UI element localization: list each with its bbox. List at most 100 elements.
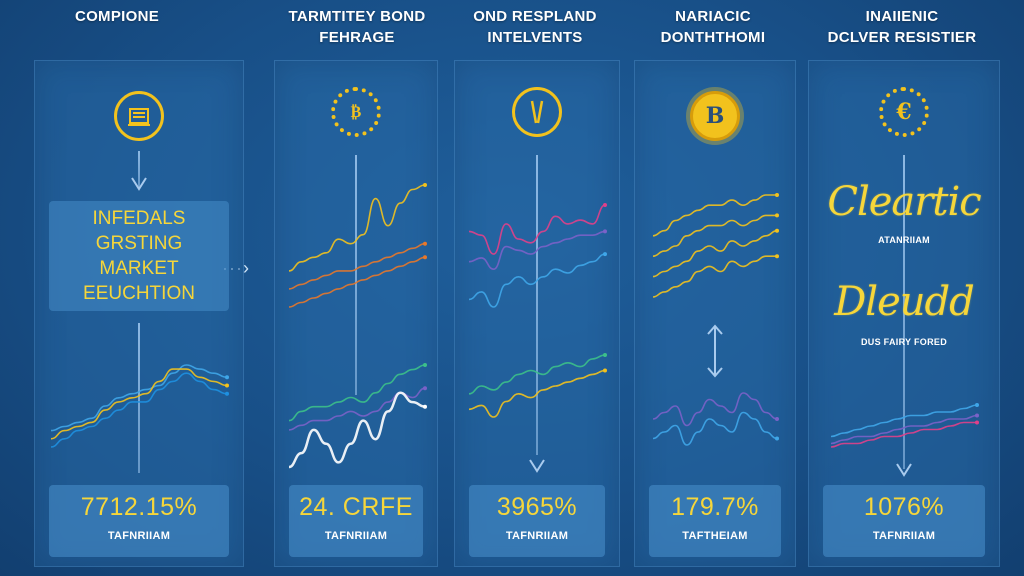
panel-5-stat-box: 1076% TAFNRIIAM <box>823 485 985 557</box>
panel-5-script-top: Cleartic <box>827 179 981 225</box>
column-title-4: NARIACIC DONTHTHOMI <box>618 6 808 48</box>
panel-4-stat-value: 179.7% <box>671 493 759 521</box>
panel-3-stat-value: 3965% <box>496 493 578 521</box>
series-end-point <box>423 386 427 391</box>
series-end-point <box>225 375 229 380</box>
series-end-point <box>423 404 427 409</box>
series-line <box>50 372 228 448</box>
series-line <box>468 369 606 418</box>
column-title-3-line-2: INTELVENTS <box>487 29 583 46</box>
panel-1-label-box: INFEDALS GRSTING MARKET EEUCHTION <box>49 201 229 311</box>
series-line <box>288 364 426 422</box>
panel-1-label-line-2: GRSTING <box>95 233 183 254</box>
double-arrow-icon <box>707 324 723 378</box>
series-line <box>288 391 426 469</box>
series-end-point <box>775 254 779 259</box>
coin-icon: B <box>690 91 740 141</box>
series-end-point <box>603 203 607 207</box>
column-title-2-line-2: FEHRAGE <box>319 29 395 46</box>
series-line <box>468 354 606 395</box>
series-line <box>288 256 426 308</box>
series-end-point <box>603 252 607 257</box>
series-end-point <box>603 353 607 357</box>
building-icon <box>128 108 150 126</box>
arrow-down-icon <box>529 459 545 473</box>
series-line <box>830 404 978 438</box>
panel-3: 3965% TAFNRIIAM <box>454 60 620 567</box>
panel-2-chart-bottom <box>288 363 427 469</box>
panel-2-stat-value: 24. CRFE <box>299 493 413 521</box>
column-title-3: OND RESPLAND INTELVENTS <box>440 6 630 48</box>
series-line <box>652 411 778 446</box>
series-end-point <box>423 363 427 367</box>
series-end-point <box>423 255 427 260</box>
panel-4-chart-top <box>652 193 779 298</box>
column-title-3-line-1: OND RESPLAND <box>473 8 597 25</box>
series-line <box>830 414 978 445</box>
panel-5-caption-bottom: DUS FAIRY FORED <box>860 337 947 347</box>
series-line <box>288 242 426 290</box>
series-line <box>50 368 228 440</box>
panel-5-stat-caption: TAFNRIIAM <box>872 530 936 542</box>
series-line <box>652 194 777 237</box>
panel-1: INFEDALS GRSTING MARKET EEUCHTION 7712.1… <box>34 60 244 567</box>
panel-1-stat-value: 7712.15% <box>80 493 198 521</box>
panel-1-axis-top <box>138 151 140 187</box>
slash-symbol-icon <box>530 100 544 124</box>
series-end-point <box>423 241 427 246</box>
series-end-point <box>775 193 779 197</box>
panel-2-stat-caption: TAFNRIIAM <box>324 530 388 542</box>
arrow-down-icon <box>896 463 912 477</box>
column-title-5-line-1: INAIIENIC <box>865 8 939 25</box>
series-end-point <box>603 368 607 373</box>
panel-1-label-line-1: INFEDALS <box>92 208 186 229</box>
series-end-point <box>603 229 607 234</box>
column-title-5-line-2: DCLVER RESISTIER <box>827 29 977 46</box>
column-title-2-line-1: TARMTITEY BOND <box>288 8 426 25</box>
series-line <box>288 184 426 272</box>
series-end-point <box>775 417 779 421</box>
series-line <box>468 204 606 255</box>
panel-4: B 179.7% TAFTHEIAM <box>634 60 796 567</box>
panel-1-stat-caption: TAFNRIIAM <box>107 530 171 542</box>
series-line <box>468 230 606 271</box>
b-symbol-icon: B <box>705 103 725 129</box>
panel-5: € Cleartic ATANRIIAM Dleudd DUS FAIRY FO… <box>808 60 1000 567</box>
coin-icon <box>512 87 562 137</box>
column-title-1: COMPIONE <box>22 6 212 27</box>
panel-2-chart-top <box>288 183 427 308</box>
series-line <box>50 364 228 432</box>
column-title-4-line-1: NARIACIC <box>675 8 751 25</box>
currency-glyph-icon: ₿ <box>350 102 362 121</box>
series-end-point <box>775 228 779 233</box>
euro-symbol-icon: € <box>896 99 912 125</box>
panel-1-stat-box: 7712.15% TAFNRIIAM <box>49 485 229 557</box>
column-title-2: TARMTITEY BOND FEHRAGE <box>262 6 452 48</box>
series-end-point <box>225 391 229 396</box>
series-line <box>652 214 777 257</box>
series-end-point <box>225 383 229 388</box>
series-line <box>652 255 777 298</box>
series-end-point <box>775 213 779 218</box>
panel-3-chart-bottom <box>468 353 607 418</box>
column-title-1-line-1: COMPIONE <box>74 8 160 25</box>
series-end-point <box>975 403 979 407</box>
panel-3-stat-box: 3965% TAFNRIIAM <box>469 485 605 557</box>
series-line <box>652 229 778 278</box>
panel-3-stat-caption: TAFNRIIAM <box>505 530 569 542</box>
panel-3-chart-top <box>468 203 607 308</box>
series-line <box>468 253 606 308</box>
series-end-point <box>423 183 427 187</box>
panel-4-stat-caption: TAFTHEIAM <box>682 530 748 542</box>
series-end-point <box>975 413 979 418</box>
panel-4-chart-bottom <box>652 392 779 446</box>
panel-3-axis <box>536 155 538 455</box>
coin-icon: € <box>879 87 929 137</box>
panel-5-chart <box>830 403 979 448</box>
panel-1-label-line-4: EEUCHTION <box>83 283 195 304</box>
panel-5-script-bottom: Dleudd <box>834 279 975 325</box>
panel-2-stat-box: 24. CRFE TAFNRIIAM <box>289 485 423 557</box>
panel-5-caption-top: ATANRIIAM <box>878 235 930 245</box>
panel-1-chart <box>50 364 229 448</box>
coin-icon <box>114 91 164 141</box>
